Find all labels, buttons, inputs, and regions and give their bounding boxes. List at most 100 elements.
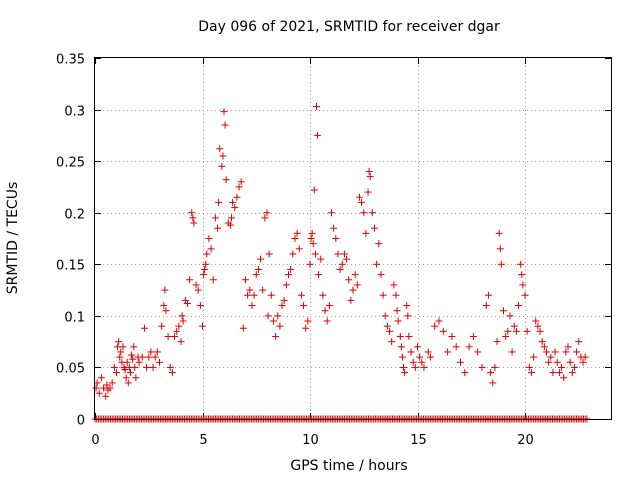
data-point	[461, 369, 469, 377]
data-point	[306, 260, 314, 268]
data-point	[328, 209, 335, 217]
y-tick-label: 0.3	[64, 105, 85, 120]
data-point	[214, 224, 222, 232]
data-point	[403, 302, 411, 310]
data-point	[263, 209, 271, 217]
data-point	[100, 384, 108, 392]
data-point	[149, 363, 157, 371]
data-point	[543, 348, 550, 356]
data-point	[293, 229, 301, 237]
data-point	[439, 327, 447, 335]
data-point	[201, 265, 209, 273]
x-tick-label: 0	[91, 433, 99, 448]
data-point	[435, 317, 443, 325]
data-point	[119, 343, 127, 351]
data-point	[178, 312, 186, 320]
data-point	[365, 167, 373, 175]
data-point	[538, 338, 546, 346]
data-point	[173, 327, 181, 335]
data-point	[199, 322, 206, 330]
data-point	[138, 353, 146, 361]
data-point	[411, 363, 419, 371]
axis-ticks	[95, 58, 611, 420]
data-point	[397, 343, 405, 351]
data-point	[115, 338, 123, 346]
data-point	[203, 250, 211, 258]
data-point	[491, 363, 499, 371]
data-point	[379, 291, 387, 299]
data-point	[573, 348, 581, 356]
data-point	[302, 324, 310, 332]
data-point	[444, 348, 452, 356]
data-point	[404, 312, 412, 320]
data-point	[246, 286, 254, 294]
data-point	[525, 363, 533, 371]
data-point	[396, 332, 404, 340]
data-point	[558, 363, 566, 371]
data-point	[581, 353, 589, 361]
data-point	[297, 291, 305, 299]
data-point	[205, 235, 213, 242]
data-point	[207, 245, 215, 253]
data-point	[226, 221, 234, 229]
data-point	[194, 286, 202, 294]
data-point	[309, 240, 317, 248]
data-point	[267, 291, 275, 299]
data-point	[196, 302, 204, 310]
data-point	[534, 322, 542, 330]
data-point	[482, 302, 490, 310]
data-point	[418, 358, 426, 366]
data-point	[126, 369, 134, 377]
data-point	[108, 379, 116, 387]
data-point	[129, 355, 137, 363]
data-point	[452, 343, 460, 351]
data-point	[484, 291, 492, 299]
data-point	[135, 358, 143, 366]
data-point	[188, 209, 196, 217]
data-point	[160, 302, 168, 310]
data-point	[171, 332, 179, 340]
data-point	[95, 389, 103, 397]
data-point	[469, 332, 477, 340]
data-point	[166, 363, 174, 371]
data-point	[332, 235, 340, 242]
data-point	[239, 324, 247, 332]
data-point	[321, 307, 329, 315]
data-point	[113, 369, 120, 377]
data-point	[261, 214, 269, 222]
data-point	[92, 384, 100, 392]
data-point	[493, 338, 501, 346]
x-tick-label: 20	[517, 433, 534, 448]
y-tick-label: 0	[77, 414, 85, 429]
data-point	[291, 235, 299, 242]
data-point	[478, 363, 486, 371]
data-point	[179, 317, 187, 325]
data-point	[338, 260, 346, 268]
data-point	[295, 245, 303, 253]
data-point	[209, 276, 217, 284]
data-point	[517, 260, 525, 268]
data-point	[523, 327, 531, 335]
data-point	[186, 276, 194, 284]
chart-title: Day 096 of 2021, SRMTID for receiver dga…	[198, 19, 500, 35]
data-point	[518, 271, 526, 279]
data-point	[319, 291, 327, 299]
data-point	[311, 250, 319, 258]
data-point	[506, 312, 514, 320]
data-point	[175, 322, 183, 330]
data-point	[257, 255, 265, 263]
data-point	[221, 121, 229, 129]
data-point	[130, 343, 138, 351]
data-point	[424, 348, 432, 356]
data-point	[156, 358, 163, 366]
tick-labels: 0 0.05 0.1 0.15 0.2 0.25 0.3 0.35 0 5 10 15 20	[56, 53, 534, 449]
data-point	[553, 358, 561, 366]
data-point	[304, 317, 312, 325]
data-point	[570, 363, 578, 371]
data-point	[386, 327, 394, 335]
data-point	[512, 327, 520, 335]
data-point	[128, 351, 136, 359]
data-point	[362, 229, 370, 237]
data-point	[394, 317, 402, 325]
data-point	[315, 271, 323, 279]
